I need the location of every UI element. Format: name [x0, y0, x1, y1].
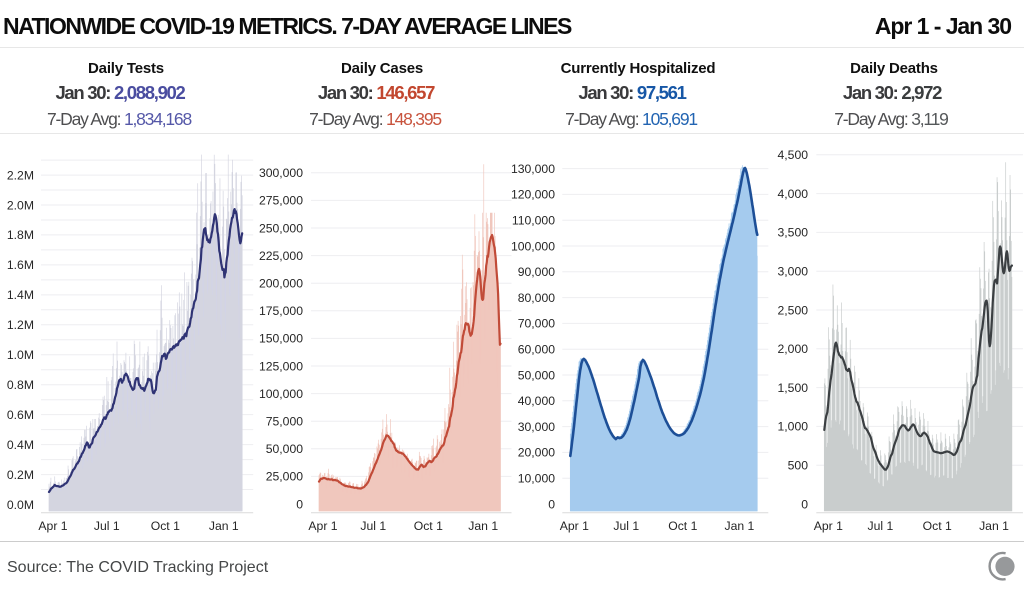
- svg-text:0: 0: [548, 497, 555, 511]
- svg-text:1,000: 1,000: [778, 420, 809, 434]
- svg-text:Jul 1: Jul 1: [613, 519, 639, 533]
- svg-text:110,000: 110,000: [512, 214, 555, 228]
- svg-text:Apr 1: Apr 1: [38, 519, 67, 533]
- svg-text:70,000: 70,000: [518, 317, 555, 331]
- svg-text:200,000: 200,000: [259, 277, 303, 291]
- svg-text:1.8M: 1.8M: [7, 228, 34, 242]
- svg-text:2.0M: 2.0M: [7, 198, 34, 212]
- svg-text:100,000: 100,000: [259, 387, 303, 401]
- svg-text:1.2M: 1.2M: [7, 318, 34, 332]
- svg-text:Oct 1: Oct 1: [151, 519, 180, 533]
- svg-text:0: 0: [296, 497, 303, 511]
- svg-text:75,000: 75,000: [266, 415, 303, 429]
- svg-text:120,000: 120,000: [511, 188, 555, 202]
- svg-text:40,000: 40,000: [518, 394, 555, 408]
- svg-text:0.0M: 0.0M: [7, 498, 34, 512]
- svg-text:Jan 1: Jan 1: [209, 519, 239, 533]
- svg-text:0.6M: 0.6M: [7, 408, 34, 422]
- svg-text:275,000: 275,000: [259, 194, 303, 208]
- svg-text:Apr 1: Apr 1: [814, 519, 843, 533]
- svg-text:20,000: 20,000: [518, 446, 555, 460]
- svg-text:0: 0: [801, 497, 808, 511]
- svg-text:80,000: 80,000: [518, 291, 555, 305]
- svg-text:Jul 1: Jul 1: [94, 519, 120, 533]
- svg-text:130,000: 130,000: [511, 162, 555, 176]
- svg-text:Apr 1: Apr 1: [308, 519, 337, 533]
- svg-text:0.8M: 0.8M: [7, 378, 34, 392]
- svg-text:90,000: 90,000: [518, 265, 555, 279]
- svg-text:Oct 1: Oct 1: [923, 519, 952, 533]
- svg-text:30,000: 30,000: [518, 420, 555, 434]
- svg-text:100,000: 100,000: [511, 239, 555, 253]
- svg-text:225,000: 225,000: [259, 249, 303, 263]
- svg-text:4,500: 4,500: [778, 148, 809, 162]
- svg-text:Jul 1: Jul 1: [360, 519, 386, 533]
- svg-text:Oct 1: Oct 1: [668, 519, 697, 533]
- svg-text:10,000: 10,000: [518, 472, 555, 486]
- svg-text:2,500: 2,500: [778, 303, 809, 317]
- svg-text:Jan 1: Jan 1: [979, 519, 1009, 533]
- svg-text:60,000: 60,000: [518, 343, 555, 357]
- svg-text:175,000: 175,000: [259, 304, 303, 318]
- svg-text:300,000: 300,000: [259, 166, 303, 180]
- svg-text:150,000: 150,000: [259, 332, 303, 346]
- svg-text:4,000: 4,000: [778, 187, 809, 201]
- svg-text:2.2M: 2.2M: [7, 168, 34, 182]
- svg-text:250,000: 250,000: [259, 221, 303, 235]
- svg-text:1,500: 1,500: [778, 381, 809, 395]
- svg-text:500: 500: [788, 459, 809, 473]
- svg-text:Jul 1: Jul 1: [868, 519, 894, 533]
- svg-text:25,000: 25,000: [266, 470, 303, 484]
- svg-text:Jan 1: Jan 1: [468, 519, 498, 533]
- svg-text:0.2M: 0.2M: [7, 468, 34, 482]
- svg-text:Apr 1: Apr 1: [560, 519, 589, 533]
- svg-text:0.4M: 0.4M: [7, 438, 34, 452]
- svg-text:125,000: 125,000: [259, 359, 303, 373]
- svg-text:3,000: 3,000: [778, 265, 809, 279]
- svg-text:1.0M: 1.0M: [7, 348, 34, 362]
- svg-text:1.4M: 1.4M: [7, 288, 34, 302]
- svg-text:3,500: 3,500: [778, 226, 809, 240]
- svg-text:50,000: 50,000: [518, 368, 555, 382]
- svg-text:Oct 1: Oct 1: [414, 519, 443, 533]
- svg-text:50,000: 50,000: [266, 442, 303, 456]
- svg-text:Jan 1: Jan 1: [724, 519, 754, 533]
- svg-text:1.6M: 1.6M: [7, 258, 34, 272]
- svg-text:2,000: 2,000: [778, 342, 809, 356]
